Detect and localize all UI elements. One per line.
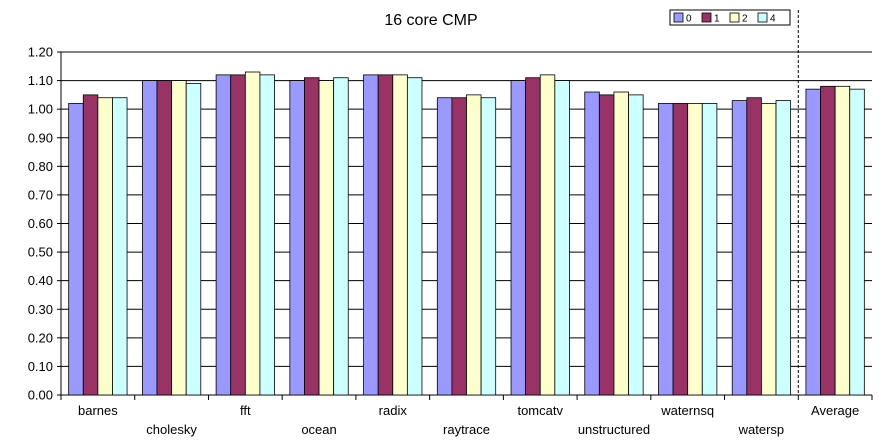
legend-label-1: 1 <box>714 14 720 25</box>
bar-tomcatv-series-2 <box>539 74 556 396</box>
bar-fft-series-0 <box>215 74 232 396</box>
x-category-label: raytrace <box>443 422 490 437</box>
bar-tomcatv-series-0 <box>510 80 527 396</box>
x-category-label: barnes <box>78 403 118 418</box>
bar-Average-series-4 <box>849 88 865 396</box>
legend-label-0: 0 <box>686 14 692 25</box>
bar-waternsq-series-1 <box>672 103 689 396</box>
bar-waternsq-series-2 <box>687 103 703 396</box>
bar-unstructured-series-2 <box>613 91 629 396</box>
y-tick-label: 1.10 <box>28 73 53 88</box>
bar-fft-series-1 <box>230 74 246 396</box>
legend: 0 1 2 4 <box>669 9 791 26</box>
bar-radix-series-1 <box>377 74 394 396</box>
bar-unstructured-series-0 <box>584 91 600 396</box>
legend-label-2: 2 <box>742 14 748 25</box>
y-tick-label: 1.20 <box>28 45 53 60</box>
bar-raytrace-series-1 <box>451 97 467 396</box>
bar-ocean-series-0 <box>289 80 305 396</box>
x-category-label: tomcatv <box>517 403 563 418</box>
bar-ocean-series-2 <box>318 80 335 396</box>
bar-barnes-series-4 <box>112 97 128 396</box>
bar-Average-series-0 <box>805 88 821 396</box>
bar-barnes-series-0 <box>68 103 84 396</box>
bar-unstructured-series-4 <box>628 94 644 396</box>
x-category-label: radix <box>379 403 408 418</box>
bar-cholesky-series-2 <box>171 80 187 396</box>
x-category-label: waternsq <box>660 403 714 418</box>
bar-raytrace-series-4 <box>480 97 497 396</box>
bar-watersp-series-1 <box>746 97 762 396</box>
x-category-labels: barnes cholesky fft ocean radix raytrace tomca… <box>78 403 859 437</box>
bar-radix-series-2 <box>392 74 408 396</box>
y-tick-label: 0.60 <box>28 216 53 231</box>
legend-label-4: 4 <box>770 14 776 25</box>
y-tick-label: 0.10 <box>28 359 53 374</box>
bar-watersp-series-4 <box>775 100 792 396</box>
bar-barnes-series-2 <box>97 97 113 396</box>
x-category-label: fft <box>240 403 251 418</box>
bar-tomcatv-series-4 <box>554 80 570 396</box>
x-category-label: unstructured <box>578 422 650 437</box>
y-tick-label: 0.20 <box>28 330 53 345</box>
x-category-label: watersp <box>738 422 785 437</box>
bar-radix-series-4 <box>406 77 423 396</box>
x-category-label: ocean <box>301 422 336 437</box>
bar-cholesky-series-0 <box>141 80 158 396</box>
bar-tomcatv-series-1 <box>525 77 541 396</box>
y-tick-label: 0.90 <box>28 130 53 145</box>
x-category-label: Average <box>811 403 859 418</box>
legend-swatch-0 <box>673 12 684 23</box>
y-tick-label: 0.70 <box>28 187 53 202</box>
bar-cholesky-series-1 <box>156 80 172 396</box>
y-tick-label: 0.50 <box>28 245 53 260</box>
bar-watersp-series-0 <box>731 100 748 396</box>
chart-title: 16 core CMP <box>384 12 477 29</box>
y-tick-labels: 0.00 0.10 0.20 0.30 0.40 0.50 0.60 0.70 0.80 0.90… <box>28 45 53 403</box>
y-tick-label: 0.00 <box>28 388 53 403</box>
y-tick-label: 0.40 <box>28 273 53 288</box>
bar-Average-series-2 <box>834 85 851 396</box>
bar-waternsq-series-0 <box>658 103 674 396</box>
bar-radix-series-0 <box>363 74 379 396</box>
bar-cholesky-series-4 <box>185 83 202 396</box>
bar-ocean-series-4 <box>333 77 349 396</box>
bars <box>68 71 865 396</box>
bar-watersp-series-2 <box>761 103 777 396</box>
bar-raytrace-series-0 <box>436 97 453 396</box>
legend-swatch-2 <box>729 12 740 23</box>
y-tick-label: 0.30 <box>28 302 53 317</box>
legend-swatch-4 <box>757 12 768 23</box>
y-tick-label: 0.80 <box>28 159 53 174</box>
bar-waternsq-series-4 <box>701 103 718 396</box>
bar-barnes-series-1 <box>82 94 99 396</box>
x-category-label: cholesky <box>146 422 197 437</box>
bar-Average-series-1 <box>820 85 836 396</box>
y-tick-label: 1.00 <box>28 102 53 117</box>
bar-fft-series-2 <box>244 71 261 396</box>
bar-unstructured-series-1 <box>598 94 615 396</box>
bar-raytrace-series-2 <box>466 94 482 396</box>
bar-ocean-series-1 <box>304 77 320 396</box>
bar-fft-series-4 <box>259 74 275 396</box>
legend-swatch-1 <box>701 12 712 23</box>
